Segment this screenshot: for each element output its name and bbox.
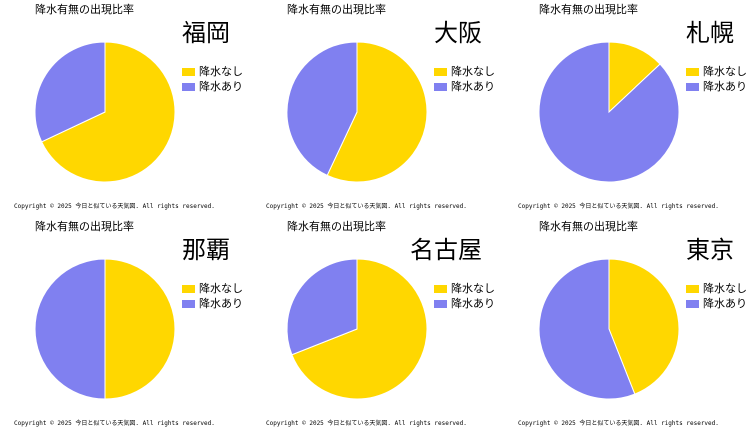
- chart-title: 名古屋: [410, 236, 482, 264]
- legend-label-precipitation: 降水あり: [451, 297, 495, 310]
- legend-item-precipitation: 降水あり: [686, 297, 747, 311]
- chart-panel-2: 降水有無の出現比率 札幌 降水なし 降水あり Copyright © 2025 …: [504, 0, 756, 217]
- pie-slice-no-precipitation: [40, 41, 176, 183]
- chart-subtitle: 降水有無の出現比率: [539, 220, 638, 233]
- pie-slice-precipitation: [286, 258, 358, 356]
- legend-item-no-precipitation: 降水なし: [182, 65, 243, 79]
- legend: 降水なし 降水あり: [434, 282, 495, 312]
- legend-swatch-no-precipitation: [686, 68, 699, 76]
- pie-slice-no-precipitation: [104, 258, 176, 400]
- legend-swatch-precipitation: [686, 300, 699, 308]
- chart-panel-3: 降水有無の出現比率 那覇 降水なし 降水あり Copyright © 2025 …: [0, 217, 252, 434]
- legend-swatch-no-precipitation: [686, 285, 699, 293]
- legend-label-no-precipitation: 降水なし: [703, 282, 747, 295]
- legend: 降水なし 降水あり: [182, 282, 243, 312]
- chart-panel-0: 降水有無の出現比率 福岡 降水なし 降水あり Copyright © 2025 …: [0, 0, 252, 217]
- chart-panel-5: 降水有無の出現比率 東京 降水なし 降水あり Copyright © 2025 …: [504, 217, 756, 434]
- chart-subtitle: 降水有無の出現比率: [539, 3, 638, 16]
- legend-swatch-no-precipitation: [182, 68, 195, 76]
- chart-subtitle: 降水有無の出現比率: [35, 3, 134, 16]
- copyright-text: Copyright © 2025 今日と似ている天気図. All rights …: [14, 203, 215, 210]
- pie-chart: [286, 41, 428, 183]
- copyright-text: Copyright © 2025 今日と似ている天気図. All rights …: [266, 420, 467, 427]
- legend: 降水なし 降水あり: [182, 65, 243, 95]
- chart-title: 大阪: [434, 19, 482, 47]
- legend-item-precipitation: 降水あり: [182, 80, 243, 94]
- legend-item-precipitation: 降水あり: [434, 297, 495, 311]
- legend-item-precipitation: 降水あり: [434, 80, 495, 94]
- pie-chart: [34, 258, 176, 400]
- legend-swatch-precipitation: [686, 83, 699, 91]
- pie-slice-no-precipitation: [608, 258, 680, 395]
- legend-item-no-precipitation: 降水なし: [686, 65, 747, 79]
- legend-swatch-no-precipitation: [434, 68, 447, 76]
- chart-title: 那覇: [182, 236, 230, 264]
- legend-swatch-precipitation: [182, 300, 195, 308]
- pie-chart: [538, 258, 680, 400]
- legend-item-no-precipitation: 降水なし: [686, 282, 747, 296]
- legend-swatch-precipitation: [182, 83, 195, 91]
- legend-swatch-precipitation: [434, 83, 447, 91]
- legend-item-no-precipitation: 降水なし: [434, 65, 495, 79]
- pie-chart: [286, 258, 428, 400]
- pie-slice-no-precipitation: [326, 41, 428, 183]
- pie-slice-no-precipitation: [291, 258, 428, 400]
- legend-item-no-precipitation: 降水なし: [434, 282, 495, 296]
- legend-label-precipitation: 降水あり: [199, 80, 243, 93]
- chart-subtitle: 降水有無の出現比率: [287, 220, 386, 233]
- legend-swatch-no-precipitation: [434, 285, 447, 293]
- legend-item-no-precipitation: 降水なし: [182, 282, 243, 296]
- copyright-text: Copyright © 2025 今日と似ている天気図. All rights …: [518, 203, 719, 210]
- pie-slice-precipitation: [538, 41, 680, 183]
- legend-label-precipitation: 降水あり: [703, 80, 747, 93]
- legend-swatch-precipitation: [434, 300, 447, 308]
- legend-label-no-precipitation: 降水なし: [199, 65, 243, 78]
- copyright-text: Copyright © 2025 今日と似ている天気図. All rights …: [266, 203, 467, 210]
- chart-title: 福岡: [182, 19, 230, 47]
- pie-slice-precipitation: [286, 41, 358, 177]
- copyright-text: Copyright © 2025 今日と似ている天気図. All rights …: [518, 420, 719, 427]
- legend-item-precipitation: 降水あり: [182, 297, 243, 311]
- chart-panel-1: 降水有無の出現比率 大阪 降水なし 降水あり Copyright © 2025 …: [252, 0, 504, 217]
- pie-slice-precipitation: [34, 41, 106, 143]
- pie-chart: [538, 41, 680, 183]
- legend-item-precipitation: 降水あり: [686, 80, 747, 94]
- chart-title: 札幌: [686, 19, 734, 47]
- legend-label-no-precipitation: 降水なし: [451, 65, 495, 78]
- chart-subtitle: 降水有無の出現比率: [35, 220, 134, 233]
- legend: 降水なし 降水あり: [434, 65, 495, 95]
- pie-slice-precipitation: [538, 258, 636, 400]
- pie-chart: [34, 41, 176, 183]
- legend-swatch-no-precipitation: [182, 285, 195, 293]
- legend-label-no-precipitation: 降水なし: [703, 65, 747, 78]
- legend-label-no-precipitation: 降水なし: [451, 282, 495, 295]
- chart-title: 東京: [686, 236, 734, 264]
- legend-label-precipitation: 降水あり: [199, 297, 243, 310]
- legend-label-precipitation: 降水あり: [703, 297, 747, 310]
- legend: 降水なし 降水あり: [686, 282, 747, 312]
- pie-slice-precipitation: [34, 258, 106, 400]
- chart-subtitle: 降水有無の出現比率: [287, 3, 386, 16]
- copyright-text: Copyright © 2025 今日と似ている天気図. All rights …: [14, 420, 215, 427]
- legend-label-precipitation: 降水あり: [451, 80, 495, 93]
- chart-panel-4: 降水有無の出現比率 名古屋 降水なし 降水あり Copyright © 2025…: [252, 217, 504, 434]
- legend: 降水なし 降水あり: [686, 65, 747, 95]
- legend-label-no-precipitation: 降水なし: [199, 282, 243, 295]
- pie-slice-no-precipitation: [608, 41, 661, 114]
